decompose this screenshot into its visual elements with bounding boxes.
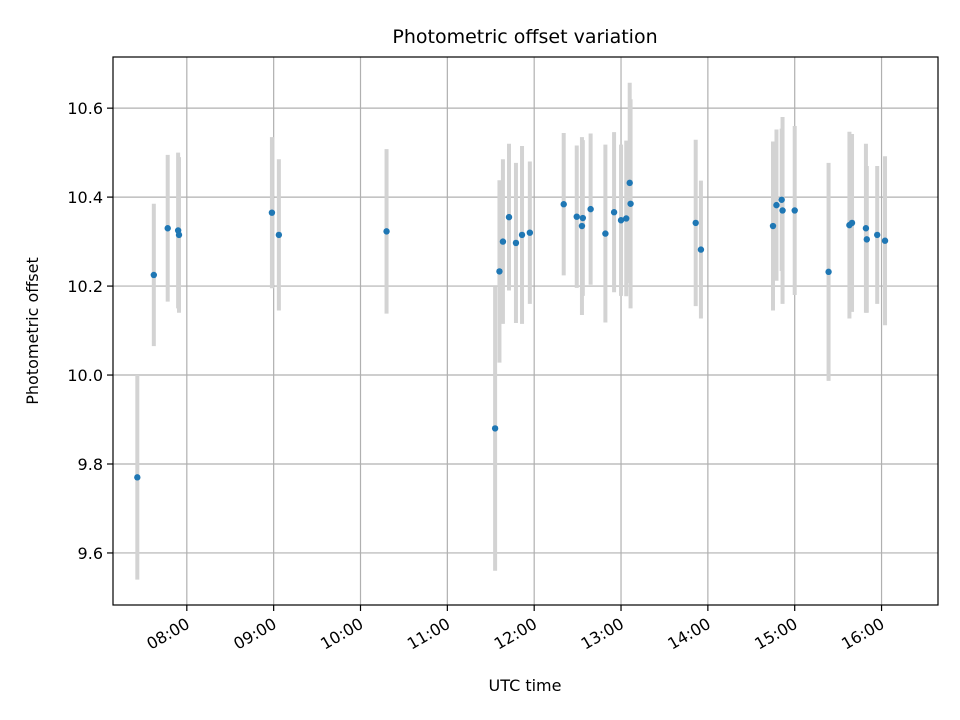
y-tick-label: 10.0 <box>67 366 103 385</box>
data-point <box>602 230 609 237</box>
chart-title: Photometric offset variation <box>392 26 657 48</box>
y-tick-label: 10.2 <box>67 277 103 296</box>
data-point <box>773 201 780 209</box>
data-point <box>491 425 499 432</box>
data-point <box>623 215 630 222</box>
data-point <box>778 196 785 203</box>
x-axis-title: UTC time <box>489 676 562 695</box>
data-point <box>881 237 889 244</box>
y-tick-label: 9.8 <box>78 455 103 474</box>
data-point <box>825 268 832 276</box>
data-point <box>526 229 534 236</box>
data-point <box>862 225 870 232</box>
data-point <box>175 231 183 239</box>
data-point <box>863 236 870 243</box>
y-axis-ticks: 9.6 9.8 10.0 10.2 10.4 10.6 <box>67 99 113 563</box>
data-point <box>275 231 283 239</box>
data-point <box>769 222 777 230</box>
data-point <box>518 231 526 239</box>
data-point <box>150 271 158 279</box>
data-point <box>874 231 881 239</box>
data-point <box>134 474 141 481</box>
data-point <box>627 200 634 207</box>
data-point <box>573 213 580 220</box>
data-point <box>848 219 856 227</box>
data-point <box>499 238 507 245</box>
data-point <box>626 179 633 187</box>
data-markers <box>134 179 889 481</box>
data-point <box>505 213 513 221</box>
data-point <box>512 239 520 247</box>
data-point <box>164 225 171 232</box>
data-point <box>578 222 586 230</box>
plot-frame <box>112 56 939 606</box>
data-point <box>617 217 625 224</box>
y-tick-label: 10.4 <box>67 188 103 207</box>
data-point <box>579 214 587 222</box>
y-axis-title: Photometric offset <box>23 257 42 405</box>
y-tick-label: 10.6 <box>67 99 103 118</box>
data-point <box>610 209 618 216</box>
data-point <box>779 207 786 214</box>
data-point <box>791 207 798 214</box>
data-point <box>692 219 699 227</box>
data-point <box>383 228 390 235</box>
data-point <box>587 205 594 213</box>
y-tick-label: 9.6 <box>78 544 103 563</box>
plot-area <box>113 57 938 605</box>
data-point <box>697 246 705 253</box>
data-point <box>496 268 503 275</box>
data-point <box>560 201 567 208</box>
data-point <box>268 209 276 216</box>
